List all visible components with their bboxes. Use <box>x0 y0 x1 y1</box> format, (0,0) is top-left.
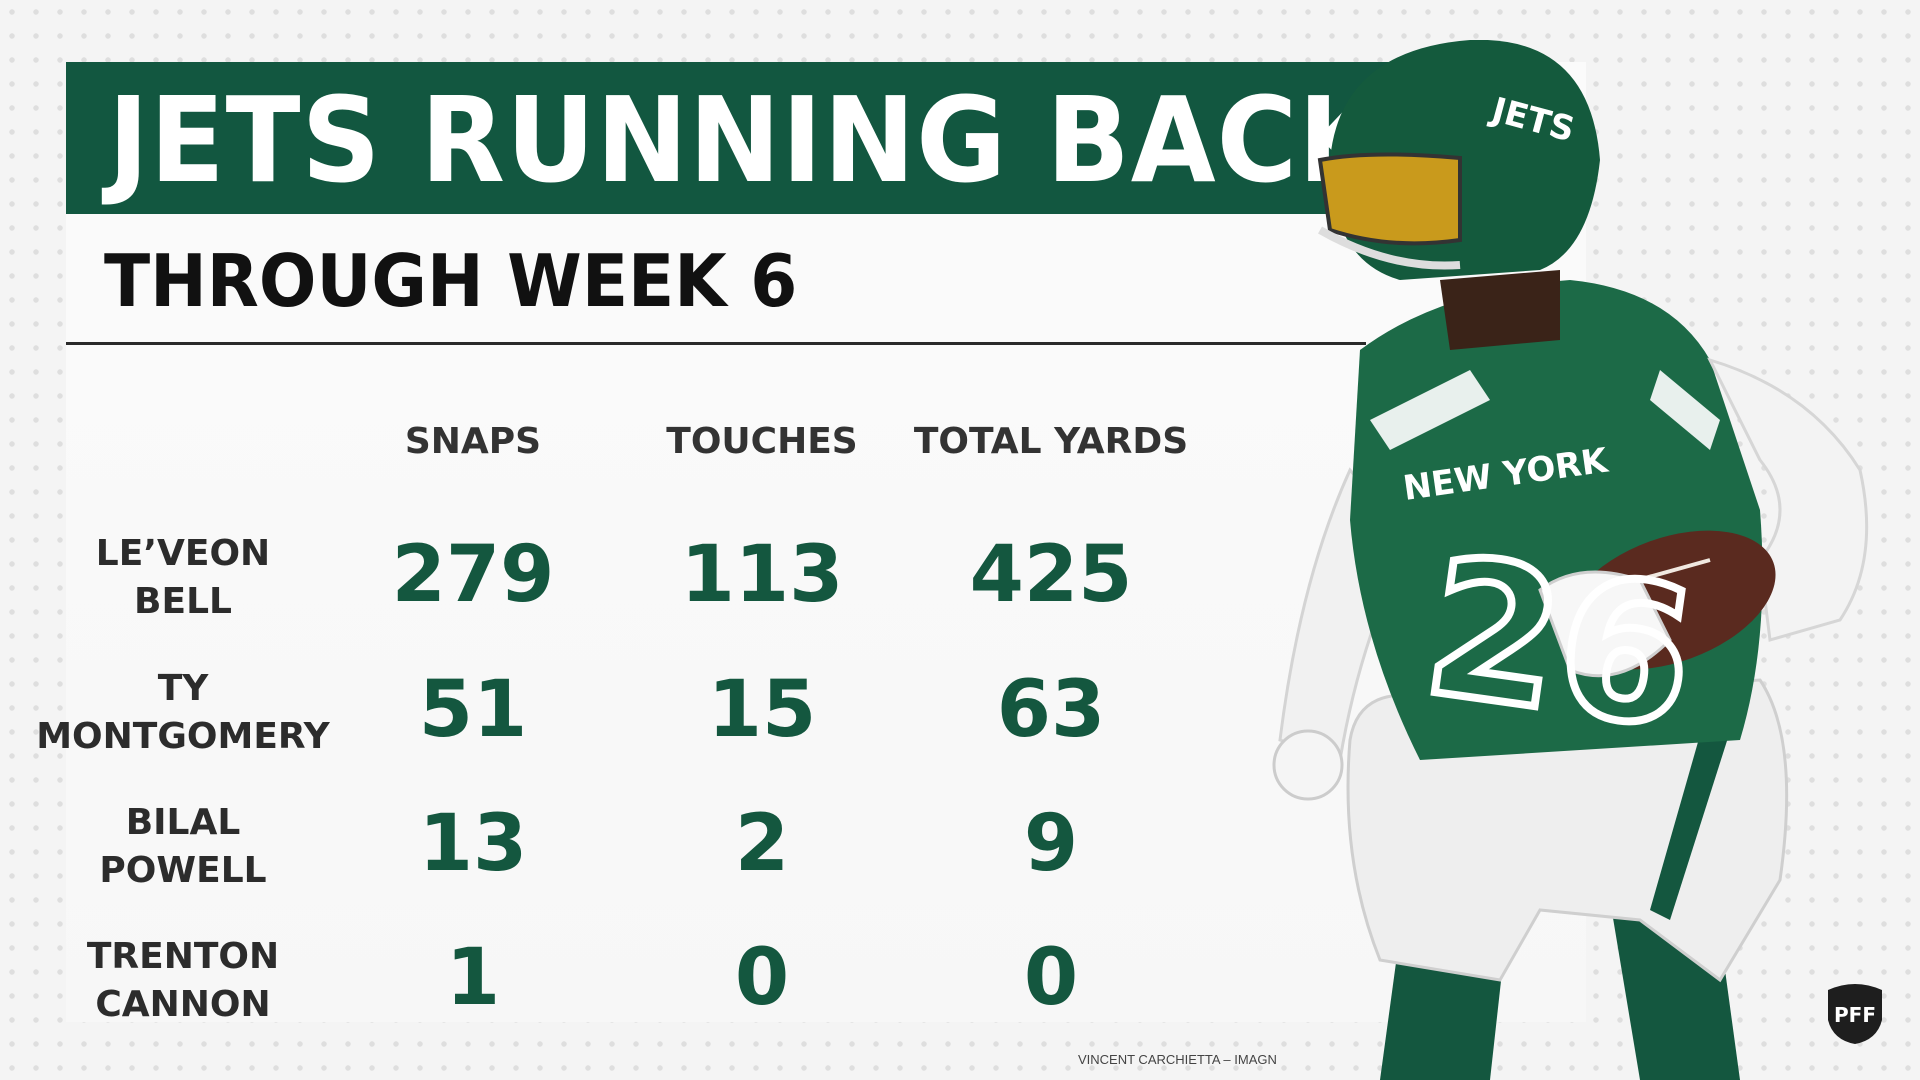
touches-value: 0 <box>734 933 790 1023</box>
snaps-value: 279 <box>391 530 555 620</box>
column-header-snaps: SNAPS <box>404 421 542 462</box>
player-photo: NEW YORK 26 JETS <box>1272 40 1869 1080</box>
snaps-value: 1 <box>445 933 501 1023</box>
touches-value: 15 <box>707 665 817 755</box>
snaps-value: 13 <box>418 799 528 889</box>
touches-value: 113 <box>680 530 844 620</box>
total-yards-value: 63 <box>996 665 1106 755</box>
page-subtitle: THROUGH WEEK 6 <box>104 239 798 323</box>
player-name-line2: POWELL <box>99 850 267 891</box>
snaps-value: 51 <box>418 665 528 755</box>
player-name-line1: TY <box>157 668 209 709</box>
jersey-number: 26 <box>1414 516 1707 772</box>
player-name-line2: BELL <box>134 581 232 622</box>
player-name-line1: BILAL <box>125 802 241 843</box>
photo-credit: VINCENT CARCHIETTA – IMAGN <box>1078 1052 1277 1067</box>
total-yards-value: 9 <box>1023 799 1079 889</box>
page-title: JETS RUNNING BACKS <box>108 71 1465 209</box>
touches-value: 2 <box>734 799 790 889</box>
pff-logo: PFF <box>1828 984 1882 1044</box>
column-header-total-yards: TOTAL YARDS <box>913 421 1189 462</box>
title-banner <box>66 62 1476 214</box>
divider-line <box>66 342 1366 345</box>
svg-text:PFF: PFF <box>1834 1003 1876 1027</box>
player-name-line2: MONTGOMERY <box>36 716 330 757</box>
player-name-line1: TRENTON <box>86 936 280 977</box>
total-yards-value: 0 <box>1023 933 1079 1023</box>
player-name-line2: CANNON <box>95 984 271 1025</box>
player-name-line1: LE’VEON <box>95 533 271 574</box>
column-header-touches: TOUCHES <box>666 421 858 462</box>
total-yards-value: 425 <box>969 530 1133 620</box>
